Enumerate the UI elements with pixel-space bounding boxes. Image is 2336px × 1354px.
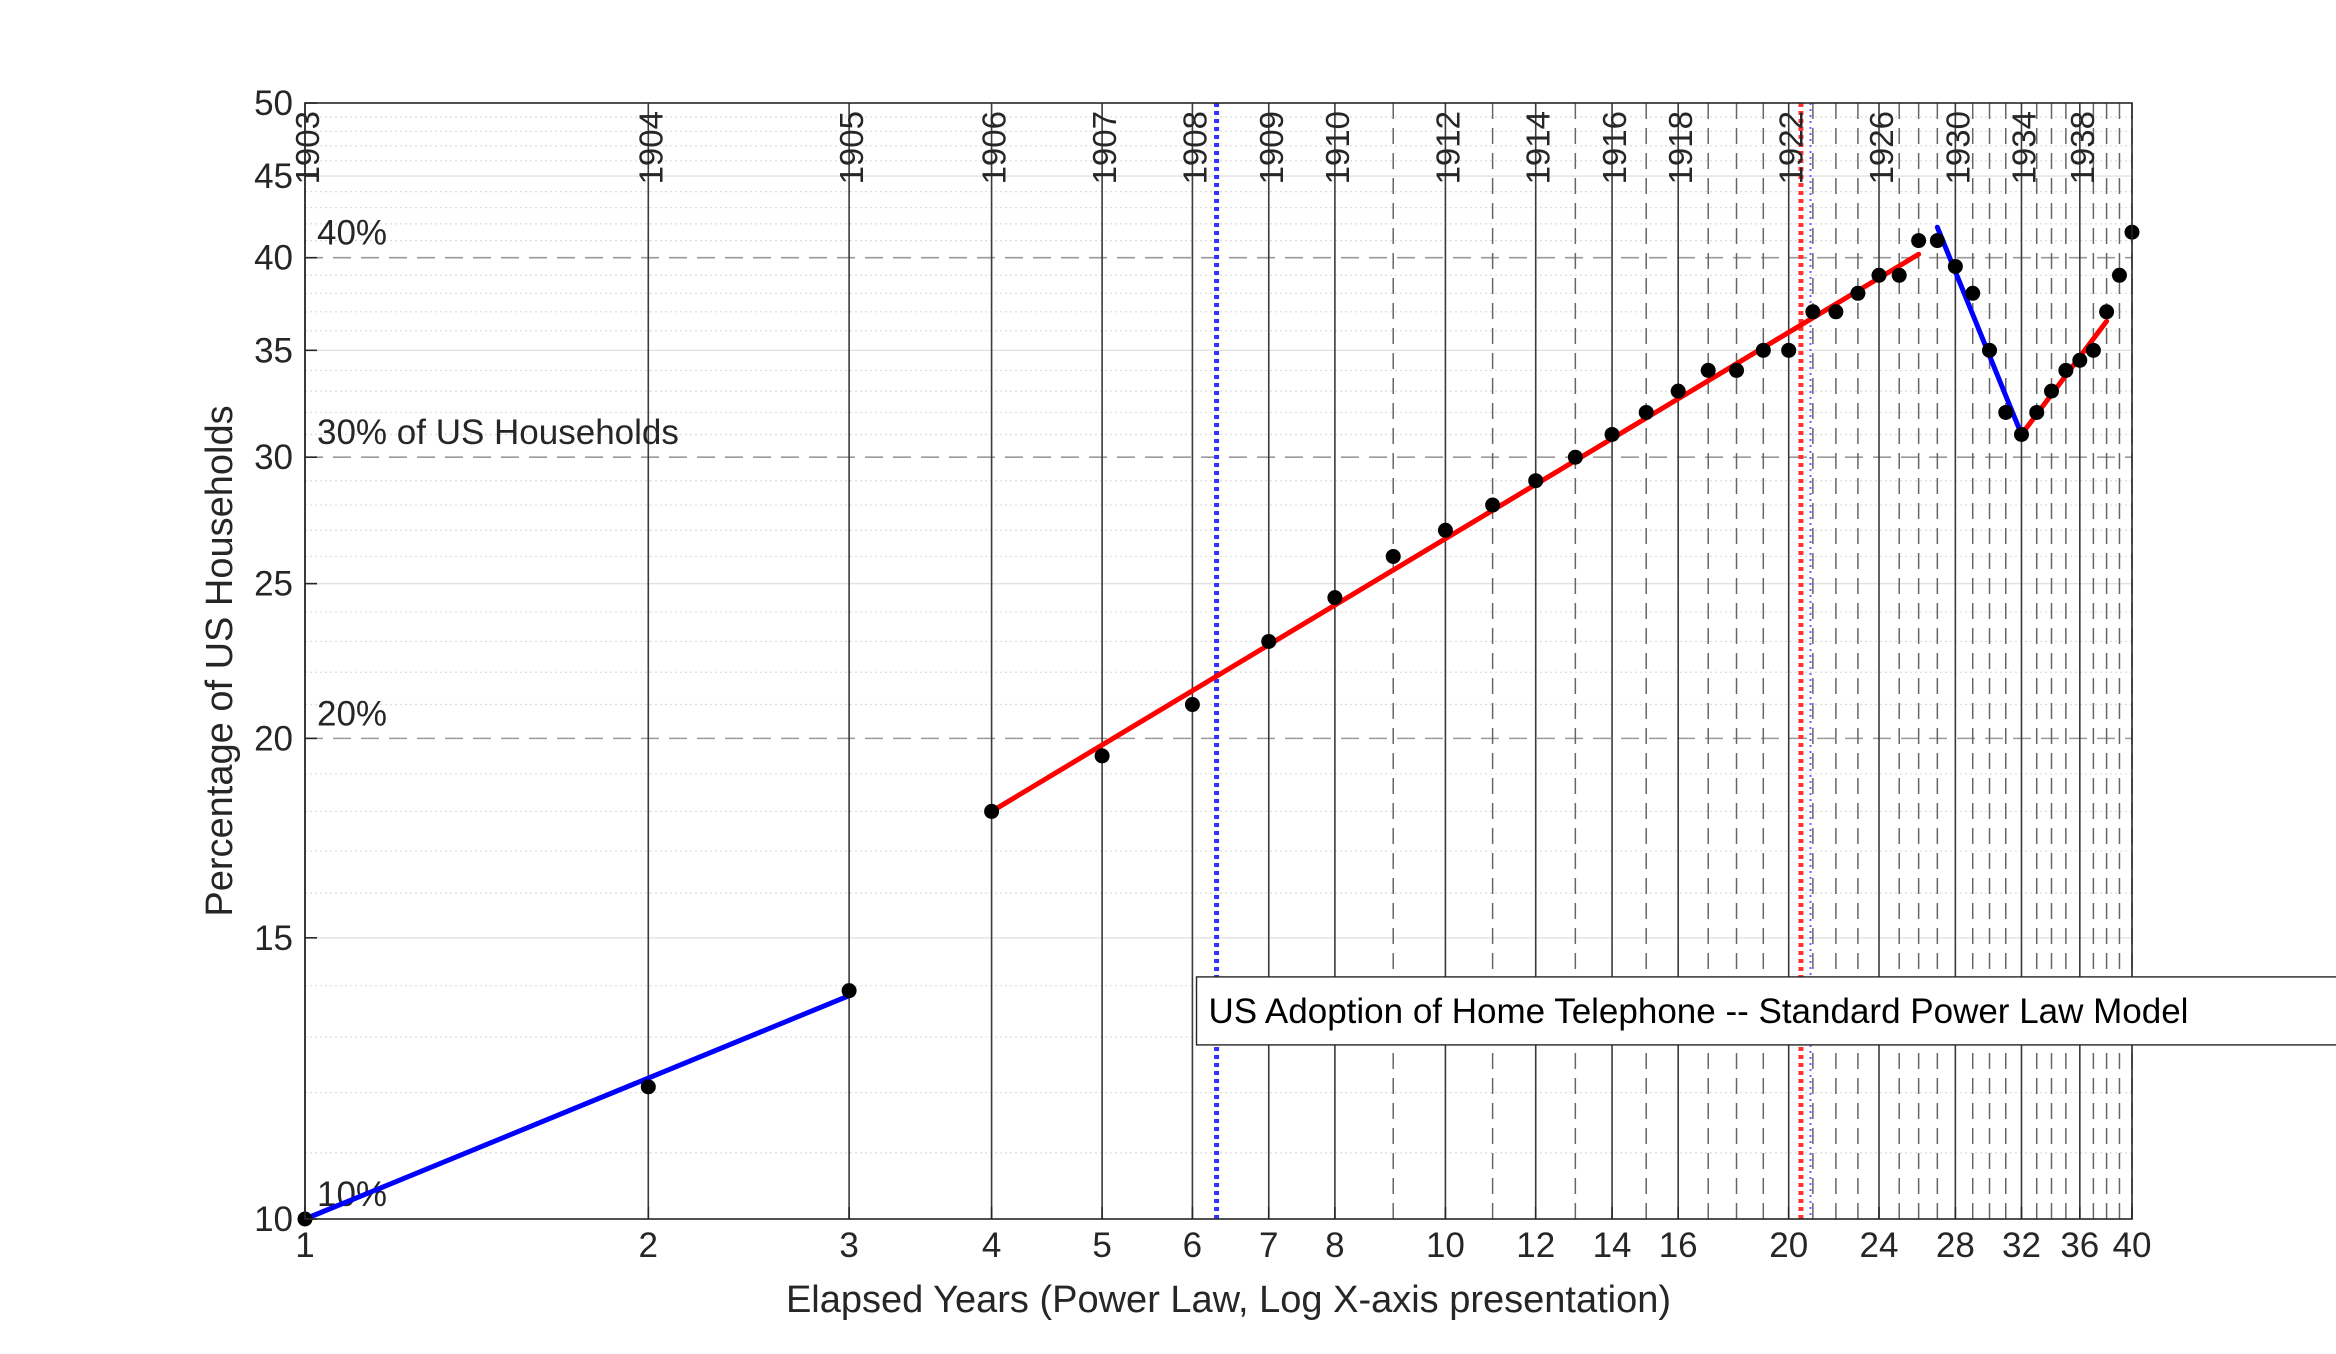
y-tick-label: 45 — [254, 157, 293, 196]
data-points — [297, 224, 2140, 1227]
year-label: 1930 — [1939, 111, 1976, 184]
year-label: 1906 — [976, 111, 1013, 184]
x-tick-label: 24 — [1860, 1226, 1899, 1265]
year-label: 1904 — [632, 111, 669, 184]
y-tick-label: 30 — [254, 438, 293, 477]
percent-label: 30% of US Households — [317, 413, 679, 452]
y-tick-label: 40 — [254, 239, 293, 278]
x-axis-title: Elapsed Years (Power Law, Log X-axis pre… — [786, 1279, 1671, 1321]
year-label: 1907 — [1086, 111, 1123, 184]
x-tick-label: 32 — [2002, 1226, 2041, 1265]
x-tick-label: 14 — [1593, 1226, 1632, 1265]
x-axis: 1 2 3 4 5 6 7 8 10 12 14 16 20 24 28 32 36 40 — [295, 1207, 2151, 1265]
data-point — [1700, 362, 1716, 378]
x-tick-label: 16 — [1659, 1226, 1698, 1265]
data-point — [640, 1079, 656, 1095]
plot-frame — [304, 102, 2133, 1220]
data-point — [1805, 304, 1821, 320]
year-label: 1905 — [833, 111, 870, 184]
year-label: 1916 — [1596, 111, 1633, 184]
data-point — [841, 983, 857, 999]
x-tick-label: 1 — [295, 1226, 314, 1265]
year-label: 1918 — [1662, 111, 1699, 184]
data-point — [2058, 362, 2074, 378]
percent-label: 40% — [317, 214, 387, 253]
x-tick-label: 5 — [1092, 1226, 1111, 1265]
title-annotation-box: US Adoption of Home Telephone -- Standar… — [1195, 976, 2336, 1046]
y-axis-title: Percentage of US Households — [199, 405, 241, 916]
y-tick-label: 20 — [254, 719, 293, 758]
data-point — [1929, 233, 1945, 249]
annotation-frame — [1195, 976, 2336, 1046]
percent-label: 20% — [317, 694, 387, 733]
y-tick-label: 25 — [254, 565, 293, 604]
year-labels: 1903 1904 1905 1906 1907 1908 1909 1910 1912 1914… — [289, 111, 2101, 184]
data-point — [1604, 426, 1620, 442]
data-point — [1184, 697, 1200, 713]
fit-line — [302, 993, 852, 1222]
data-point — [1828, 304, 1844, 320]
year-label: 1926 — [1863, 111, 1900, 184]
x-tick-label: 28 — [1936, 1226, 1975, 1265]
data-point — [1670, 383, 1686, 399]
x-tick-label: 40 — [2113, 1226, 2152, 1265]
x-tick-label: 6 — [1183, 1226, 1202, 1265]
data-point — [1528, 473, 1544, 489]
x-tick-label: 2 — [639, 1226, 658, 1265]
data-point — [1729, 362, 1745, 378]
data-point — [1094, 748, 1110, 764]
data-point — [984, 803, 1000, 819]
y-tick-label: 50 — [254, 84, 293, 123]
year-label: 1910 — [1319, 111, 1356, 184]
year-label: 1909 — [1253, 111, 1290, 184]
x-tick-label: 36 — [2060, 1226, 2099, 1265]
x-tick-label: 7 — [1259, 1226, 1278, 1265]
y-axis: 10 15 20 25 30 35 40 45 50 — [254, 84, 317, 1239]
data-point — [2029, 404, 2045, 420]
year-label: 1938 — [2064, 111, 2101, 184]
data-point — [1755, 342, 1771, 358]
data-point — [1998, 404, 2014, 420]
data-point — [1485, 497, 1501, 513]
data-point — [1567, 449, 1583, 465]
data-point — [2013, 426, 2029, 442]
y-tick-label: 15 — [254, 919, 293, 958]
x-tick-label: 3 — [839, 1226, 858, 1265]
x-tick-label: 4 — [982, 1226, 1001, 1265]
data-point — [1638, 404, 1654, 420]
data-point — [1911, 233, 1927, 249]
data-point — [2085, 342, 2101, 358]
data-point — [2099, 304, 2115, 320]
data-point — [2111, 267, 2127, 283]
data-point — [1781, 342, 1797, 358]
x-tick-label: 20 — [1769, 1226, 1808, 1265]
data-point — [2044, 383, 2060, 399]
data-point — [2072, 352, 2088, 368]
data-point — [1385, 548, 1401, 564]
year-label: 1922 — [1773, 111, 1810, 184]
chart-title: US Adoption of Home Telephone -- Standar… — [1209, 992, 2189, 1031]
data-point — [1947, 258, 1963, 274]
year-label: 1903 — [289, 111, 326, 184]
data-point — [1327, 590, 1343, 606]
year-label: 1914 — [1520, 111, 1557, 184]
data-point — [1982, 342, 1998, 358]
y-tick-label: 10 — [254, 1200, 293, 1239]
data-point — [1871, 267, 1887, 283]
data-point — [1850, 285, 1866, 301]
data-point — [1437, 522, 1453, 538]
x-tick-label: 12 — [1516, 1226, 1555, 1265]
data-point — [1261, 633, 1277, 649]
year-label: 1908 — [1176, 111, 1213, 184]
year-label: 1912 — [1429, 111, 1466, 184]
data-point — [1891, 267, 1907, 283]
year-label: 1934 — [2005, 111, 2042, 184]
data-point — [1965, 285, 1981, 301]
x-tick-label: 10 — [1426, 1226, 1465, 1265]
x-tick-label: 8 — [1325, 1226, 1344, 1265]
y-tick-label: 35 — [254, 331, 293, 370]
